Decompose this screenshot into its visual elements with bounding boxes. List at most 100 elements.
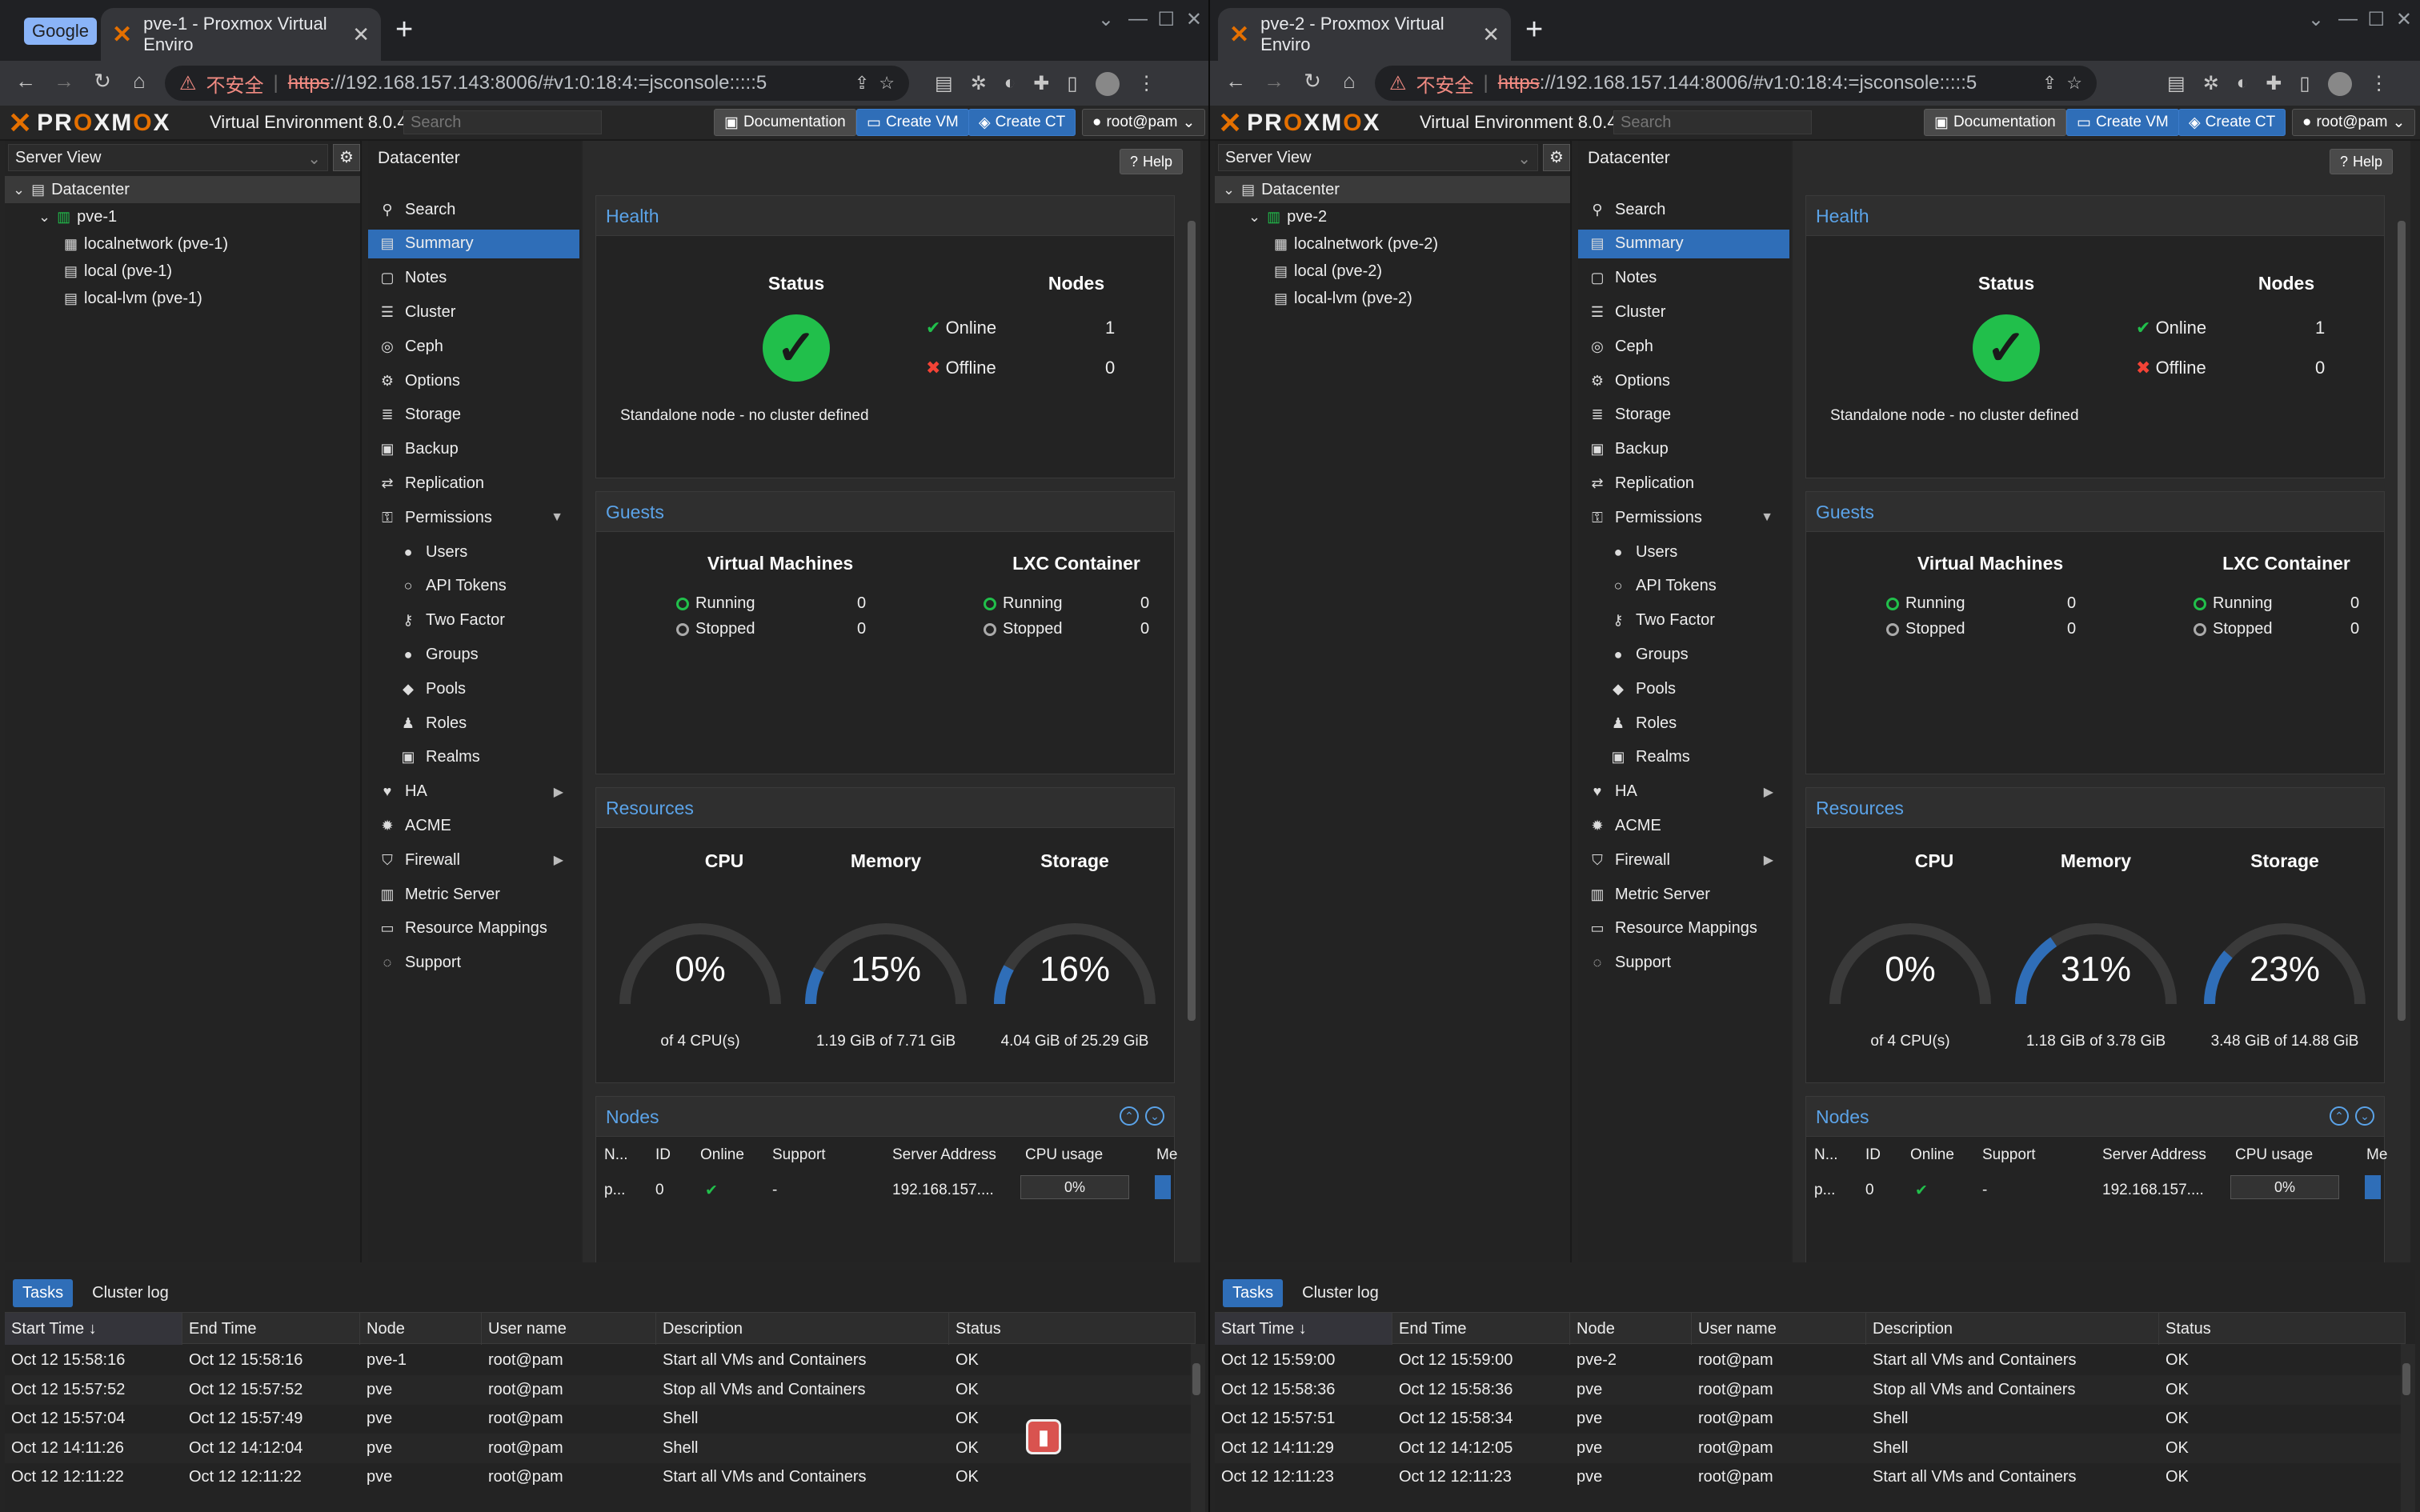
table-row[interactable]: Oct 12 14:11:26 Oct 12 14:12:04 pve root@pa… [5,1433,1196,1463]
back-icon[interactable]: ← [15,69,36,93]
minimize-icon[interactable]: — [1128,8,1148,30]
node-name-cell[interactable]: p... [604,1182,626,1198]
menu-item-replication[interactable]: ⇄ Replication [1578,469,1789,498]
caret-right-icon[interactable]: ▶ [553,785,563,799]
reader-icon[interactable]: ▤ [2167,73,2186,94]
extension-b-icon[interactable]: ◐ [1004,72,1016,94]
expander-icon[interactable]: ⌄ [38,208,51,225]
tree-item[interactable]: ⌄ ▥ pve-1 [5,203,360,230]
col-user-name[interactable]: User name [1692,1313,1866,1345]
col-end-time[interactable]: End Time [1392,1313,1570,1345]
menu-item-ha[interactable]: ♥ HA ▶ [368,778,579,806]
tree-item[interactable]: ▤ local-lvm (pve-2) [1215,285,1570,312]
table-row[interactable]: Oct 12 15:57:04 Oct 12 15:57:49 pve root@pa… [5,1404,1196,1434]
close-window-icon[interactable]: ✕ [1185,9,1202,30]
col-description[interactable]: Description [656,1313,949,1345]
menu-item-api-tokens[interactable]: ○ API Tokens [1578,572,1789,601]
collapse-down-icon[interactable]: ⌄ [2355,1106,2374,1126]
caret-down-icon[interactable]: ▼ [551,510,563,525]
help-button[interactable]: ? Help [2329,149,2393,174]
browser-tab[interactable]: ✕ pve-2 - Proxmox Virtual Enviro ✕ [1218,8,1511,61]
gear-icon[interactable]: ⚙ [333,144,360,171]
tab-group-label[interactable]: Google [24,18,97,45]
create-vm-button[interactable]: ▭ Create VM [2066,109,2179,136]
menu-item-search[interactable]: ⚲ Search [1578,195,1789,224]
menu-item-pools[interactable]: ◆ Pools [368,674,579,703]
menu-item-roles[interactable]: ♟ Roles [1578,709,1789,738]
menu-item-firewall[interactable]: ⛉ Firewall ▶ [1578,846,1789,874]
col-memory[interactable]: Me [2366,1146,2388,1163]
caret-right-icon[interactable]: ▶ [1763,785,1773,799]
caret-right-icon[interactable]: ▶ [1763,854,1773,868]
col-node[interactable]: Node [360,1313,482,1345]
col-cpu-usage[interactable]: CPU usage [1025,1146,1104,1163]
menu-item-support[interactable]: ◌ Support [368,949,579,978]
home-icon[interactable]: ⌂ [1343,69,1356,93]
menu-item-realms[interactable]: ▣ Realms [368,743,579,772]
new-tab-icon[interactable]: + [395,13,414,46]
table-row[interactable]: Oct 12 12:11:23 Oct 12 12:11:23 pve root@pa… [1215,1462,2406,1492]
col-user-name[interactable]: User name [482,1313,656,1345]
col-end-time[interactable]: End Time [182,1313,360,1345]
tree-item[interactable]: ▦ localnetwork (pve-2) [1215,230,1570,258]
menu-item-search[interactable]: ⚲ Search [368,195,579,224]
header-search-input[interactable] [1613,110,1812,134]
menu-item-replication[interactable]: ⇄ Replication [368,469,579,498]
menu-item-notes[interactable]: ▢ Notes [368,264,579,293]
tab-search-icon[interactable]: ⌄ [2307,9,2324,30]
menu-item-summary[interactable]: ▤ Summary [1578,229,1789,258]
tab-tasks[interactable]: Tasks [1223,1278,1284,1307]
caret-right-icon[interactable]: ▶ [553,854,563,868]
close-tab-icon[interactable]: ✕ [352,22,370,46]
tree-item[interactable]: ▤ local (pve-2) [1215,258,1570,285]
collapse-up-icon[interactable]: ⌃ [2330,1106,2349,1126]
col-id[interactable]: ID [655,1146,671,1163]
expander-icon[interactable]: ⌄ [13,181,26,198]
profile-avatar[interactable] [1095,72,1120,96]
bookmark-star-icon[interactable]: ☆ [879,73,895,93]
user-menu-button[interactable]: ● root@pam ⌄ [2292,109,2416,136]
tab-search-icon[interactable]: ⌄ [1097,9,1114,30]
floating-app-icon[interactable]: ▮ [1026,1419,1061,1454]
reload-icon[interactable]: ↻ [94,69,111,93]
puzzle-icon[interactable]: ✚ [1033,73,1050,94]
menu-item-resource-mappings[interactable]: ▭ Resource Mappings [368,914,579,943]
menu-item-ceph[interactable]: ◎ Ceph [1578,332,1789,361]
menu-item-cluster[interactable]: ☰ Cluster [368,298,579,326]
collapse-up-icon[interactable]: ⌃ [1120,1106,1139,1126]
profile-avatar[interactable] [2327,72,2352,96]
menu-item-notes[interactable]: ▢ Notes [1578,264,1789,293]
menu-item-cluster[interactable]: ☰ Cluster [1578,298,1789,326]
browser-menu-icon[interactable]: ⋮ [2369,73,2389,94]
documentation-button[interactable]: ▣ Documentation [1924,109,2066,136]
create-ct-button[interactable]: ◈ Create CT [2178,109,2286,136]
help-button[interactable]: ? Help [1119,149,1183,174]
menu-item-users[interactable]: ● Users [368,538,579,566]
reload-icon[interactable]: ↻ [1304,69,1321,93]
menu-item-realms[interactable]: ▣ Realms [1578,743,1789,772]
menu-item-users[interactable]: ● Users [1578,538,1789,566]
maximize-icon[interactable]: ☐ [2367,9,2385,30]
table-row[interactable]: Oct 12 15:57:52 Oct 12 15:57:52 pve root@pa… [5,1374,1196,1405]
col-support[interactable]: Support [1982,1146,2036,1163]
col-description[interactable]: Description [1866,1313,2159,1345]
col-support[interactable]: Support [772,1146,826,1163]
menu-item-storage[interactable]: ≣ Storage [1578,401,1789,430]
menu-item-api-tokens[interactable]: ○ API Tokens [368,572,579,601]
tasks-scrollbar[interactable] [1191,1344,1205,1512]
home-icon[interactable]: ⌂ [133,69,146,93]
menu-item-options[interactable]: ⚙ Options [368,366,579,395]
menu-item-metric-server[interactable]: ▥ Metric Server [368,880,579,909]
table-row[interactable]: Oct 12 15:58:36 Oct 12 15:58:36 pve root@pa… [1215,1374,2406,1405]
table-row[interactable]: Oct 12 15:59:00 Oct 12 15:59:00 pve-2 root@… [1215,1346,2406,1375]
col-server-address[interactable]: Server Address [892,1146,996,1163]
menu-item-summary[interactable]: ▤ Summary [368,229,579,258]
menu-item-permissions[interactable]: ⚿ Permissions ▼ [368,503,579,532]
menu-item-groups[interactable]: ● Groups [368,640,579,669]
tab-cluster-log[interactable]: Cluster log [1302,1283,1379,1302]
table-row[interactable]: Oct 12 14:11:29 Oct 12 14:12:05 pve root@pa… [1215,1433,2406,1463]
col-name[interactable]: N... [604,1146,628,1163]
address-bar[interactable]: ⚠ 不安全 | https://192.168.157.143:8006/#v1… [165,66,909,101]
forward-icon[interactable]: → [54,69,74,93]
gear-icon[interactable]: ⚙ [1543,144,1570,171]
